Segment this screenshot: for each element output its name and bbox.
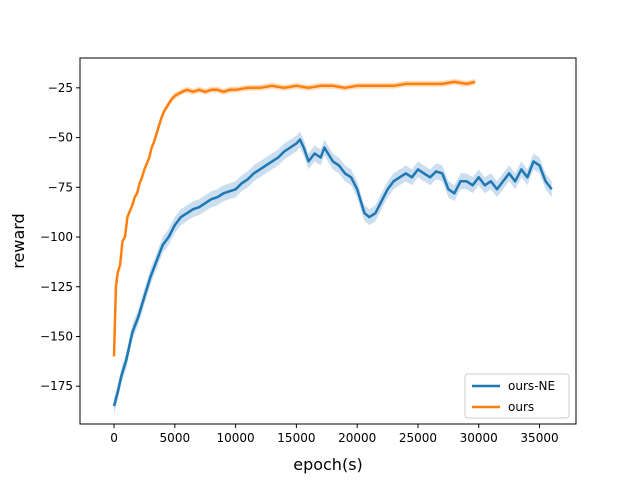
y-tick-label: −100 [40, 230, 73, 244]
y-tick-label: −150 [40, 329, 73, 343]
y-tick-label: −125 [40, 280, 73, 294]
y-axis-label: reward [9, 213, 28, 268]
x-tick-label: 30000 [460, 431, 498, 445]
legend: ours-NE ours [464, 373, 570, 419]
legend-label-ours: ours [508, 400, 534, 414]
x-tick-label: 35000 [520, 431, 558, 445]
x-tick-label: 25000 [399, 431, 437, 445]
x-axis-label: epoch(s) [293, 455, 363, 474]
x-tick-label: 5000 [160, 431, 191, 445]
legend-label-ours-ne: ours-NE [508, 379, 555, 393]
series-line-ours-ne [112, 138, 553, 407]
series-line-ours [112, 80, 476, 357]
x-tick-label: 10000 [217, 431, 255, 445]
y-tick-label: −25 [48, 81, 73, 95]
x-axis-ticks: 0 5000 10000 15000 20000 25000 30000 35000 [110, 424, 559, 445]
x-tick-label: 15000 [277, 431, 315, 445]
y-tick-label: −50 [48, 131, 73, 145]
y-tick-label: −175 [40, 379, 73, 393]
y-tick-label: −75 [48, 180, 73, 194]
x-tick-label: 20000 [338, 431, 376, 445]
series-lines [112, 80, 553, 407]
y-axis-ticks: −175 −150 −125 −100 −75 −50 −25 [40, 81, 80, 393]
x-tick-label: 0 [110, 431, 118, 445]
plot-area-frame [79, 57, 577, 425]
